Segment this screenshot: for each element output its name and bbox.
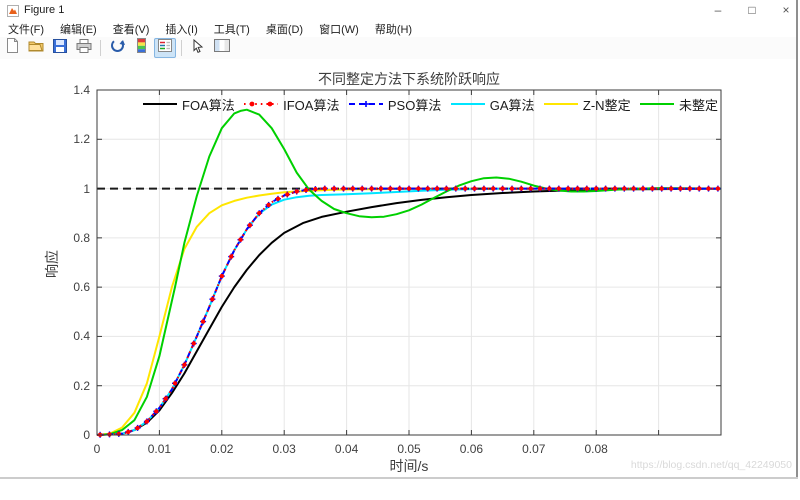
legend-label: IFOA算法 [283,97,340,113]
legend-line-sample [143,103,177,105]
legend-label: FOA算法 [182,97,235,113]
series-未整定 [96,108,722,436]
menu-bar: 文件(F) 编辑(E) 查看(V) 插入(I) 工具(T) 桌面(D) 窗口(W) 帮助(H) [0,20,796,37]
y-tick-0: 0 [83,428,90,442]
menu-item-1[interactable]: 编辑(E) [60,23,97,36]
x-tick-0.06: 0.06 [459,442,484,456]
new-figure-icon [5,38,19,58]
series-FOA算法 [96,187,722,436]
x-tick-0.01: 0.01 [147,442,172,456]
legend-entry-FOA算法[interactable]: FOA算法 [142,95,235,114]
x-tick-0.08: 0.08 [584,442,608,456]
save-figure-icon [53,38,67,58]
new-figure-button[interactable] [1,38,23,58]
x-tick-0.05: 0.05 [397,442,421,456]
window-bottom-border [0,477,798,479]
save-figure-button[interactable] [49,38,71,58]
open-file-icon [28,39,44,57]
markers-IFOA算法 [97,186,721,437]
y-tick-1: 1 [83,181,90,196]
x-tick-0.04: 0.04 [334,442,359,456]
plot-area [96,89,722,438]
legend-entry-Z-N整定[interactable]: Z-N整定 [543,95,631,114]
menu-item-3[interactable]: 插入(I) [165,23,198,36]
plot-border [96,89,722,436]
edit-plot-button[interactable] [187,38,209,58]
print-figure-button[interactable] [73,38,95,58]
y-tick-0.2: 0.2 [73,378,90,393]
y-tick-1.2: 1.2 [73,132,90,147]
y-tick-0.8: 0.8 [73,230,90,245]
title-bar: Figure 1 – □ × [0,0,796,20]
figure-window: Figure 1 – □ × 文件(F) 编辑(E) 查看(V) 插入(I) 工具(T)… [0,0,798,479]
legend-line-sample [450,103,485,105]
toolbar [0,37,796,60]
legend-line-sample [348,101,383,107]
menu-item-4[interactable]: 工具(T) [213,23,250,36]
x-tick-0: 0 [93,442,101,456]
chart-title: 不同整定方法下系统阶跃响应 [318,71,500,87]
legend-entry-未整定[interactable]: 未整定 [639,95,718,114]
maximize-button[interactable]: □ [748,3,756,17]
minimize-button[interactable]: – [714,3,722,17]
menu-item-0[interactable]: 文件(F) [8,23,45,36]
insert-legend-icon [158,39,172,57]
legend-entry-PSO算法[interactable]: PSO算法 [348,95,441,114]
legend-label: 未整定 [678,97,718,113]
matlab-figure-icon [7,5,19,17]
rotate-3d-button[interactable] [106,38,128,58]
rotate-3d-icon [110,38,125,58]
legend-entry-IFOA算法[interactable]: IFOA算法 [243,95,339,114]
x-tick-0.02: 0.02 [210,442,234,456]
show-plot-tools-button[interactable] [211,38,233,58]
menu-item-7[interactable]: 帮助(H) [374,23,413,36]
window-right-border [796,0,798,478]
insert-legend-button[interactable] [154,38,176,58]
legend: FOA算法 IFOA算法 PSO算法 GA算法 Z-N整定 未整定 [142,95,718,113]
insert-colorbar-icon [136,38,146,58]
y-tick-1.4: 1.4 [73,83,90,97]
menu-item-6[interactable]: 窗口(W) [319,23,359,36]
insert-colorbar-button[interactable] [130,38,152,58]
legend-label: Z-N整定 [582,97,631,113]
window-title: Figure 1 [24,4,65,16]
legend-line-sample [639,103,674,105]
show-plot-tools-icon [214,39,230,57]
open-file-button[interactable] [25,38,47,58]
legend-line-sample [543,103,578,105]
x-tick-0.07: 0.07 [522,442,546,456]
x-axis-label: 时间/s [389,458,429,474]
figure-canvas: 不同整定方法下系统阶跃响应 FOA算法 IFOA算法 PSO算法 GA算法 Z-N整定 未… [0,59,796,477]
watermark-link: https://blog.csdn.net/qq_42249050 [630,459,792,471]
print-figure-icon [76,38,92,58]
edit-plot-icon [192,38,204,58]
y-axis-label: 响应 [44,250,60,278]
legend-label: PSO算法 [387,97,442,113]
toolbar-separator [100,40,101,56]
y-tick-0.6: 0.6 [73,280,90,295]
legend-entry-GA算法[interactable]: GA算法 [450,95,535,114]
y-tick-0.4: 0.4 [73,329,90,344]
x-tick-0.03: 0.03 [272,442,296,456]
close-button[interactable]: × [782,3,790,17]
menu-item-2[interactable]: 查看(V) [112,23,150,36]
toolbar-separator [181,40,182,56]
legend-label: GA算法 [489,97,535,113]
legend-line-sample [244,101,279,107]
menu-item-5[interactable]: 桌面(D) [265,23,304,36]
grid [97,90,721,435]
